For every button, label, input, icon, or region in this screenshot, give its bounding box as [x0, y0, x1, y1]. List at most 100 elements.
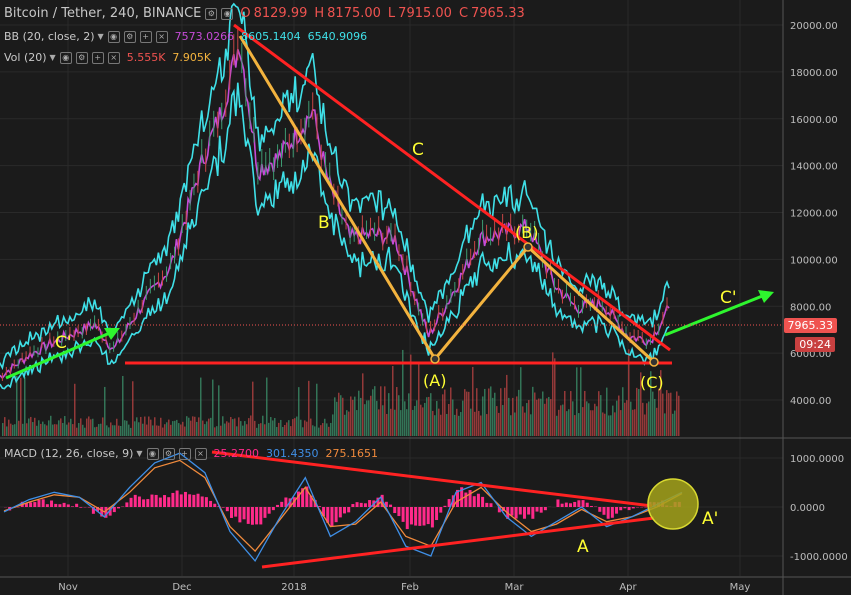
volume-bar [426, 397, 428, 436]
eye-icon[interactable]: ◉ [107, 30, 120, 43]
open-label: O [240, 6, 251, 21]
volume-bar [130, 427, 132, 436]
volume-bar [282, 426, 284, 436]
eye-icon[interactable]: ◉ [59, 51, 72, 64]
macd-hist-bar [476, 493, 480, 507]
chevron-down-icon[interactable]: ▼ [49, 53, 56, 62]
macd-hist-bar [213, 503, 217, 507]
volume-bar [460, 412, 462, 436]
hide-icon[interactable]: ◉ [221, 7, 234, 20]
eye-icon[interactable]: ◉ [146, 447, 159, 460]
settings-icon[interactable]: ⚙ [123, 30, 136, 43]
volume-bar [64, 416, 66, 436]
add-icon[interactable]: + [139, 30, 152, 43]
macd-hist-bar [104, 507, 108, 518]
macd-hist-bar [422, 507, 426, 526]
macd-hist-bar [54, 503, 58, 507]
volume-bar [580, 367, 582, 436]
high-value: 8175.00 [327, 6, 381, 21]
volume-bar [200, 377, 202, 436]
volume-bar [608, 415, 610, 436]
macd-hist-bar [598, 507, 602, 512]
macd-hist-bar [188, 494, 192, 507]
volume-bar [206, 421, 208, 436]
volume-bar [650, 371, 652, 436]
volume-bar [168, 419, 170, 436]
bb-upper-value: 8605.1404 [241, 30, 301, 43]
volume-bar [260, 423, 262, 436]
volume-bar [574, 415, 576, 436]
macd-hist-bar [497, 507, 501, 513]
volume-bar [190, 420, 192, 436]
volume-bar [62, 422, 64, 436]
volume-bar [256, 427, 258, 436]
add-icon[interactable]: + [178, 447, 191, 460]
macd-hist-bar [296, 491, 300, 507]
macd-hist-bar [129, 497, 133, 507]
volume-bar [268, 422, 270, 436]
volume-bar [380, 386, 382, 436]
macd-hist-bar [606, 507, 610, 519]
volume-bar [472, 366, 474, 436]
volume-bar [318, 427, 320, 436]
macd-hist-bar [443, 505, 447, 507]
volume-bar [56, 424, 58, 436]
volume-bar [172, 421, 174, 436]
volume-bar [262, 415, 264, 436]
volume-bar [46, 425, 48, 436]
volume-bar [612, 405, 614, 436]
chevron-down-icon[interactable]: ▼ [97, 32, 104, 41]
volume-bar [390, 408, 392, 436]
add-icon[interactable]: + [91, 51, 104, 64]
volume-bar [38, 420, 40, 436]
macd-hist-bar [271, 507, 275, 511]
volume-bar [118, 425, 120, 436]
volume-bar [640, 372, 642, 436]
volume-bar [668, 393, 670, 436]
volume-bar [226, 421, 228, 436]
macd-hist-bar [62, 502, 66, 507]
volume-bar [392, 365, 394, 436]
label-c-prime-right: C' [720, 288, 737, 308]
macd-hist-bar [259, 507, 263, 525]
volume-bar [316, 383, 318, 436]
macd-hist-bar [322, 507, 326, 517]
volume-bar [400, 410, 402, 436]
volume-bar [212, 379, 214, 436]
volume-bar [152, 425, 154, 436]
volume-bar [556, 415, 558, 436]
macd-hist-bar [163, 495, 167, 507]
close-icon[interactable]: × [107, 51, 120, 64]
macd-hist-bar [543, 507, 547, 511]
volume-bar [358, 390, 360, 436]
volume-bar [30, 416, 32, 436]
volume-bar [572, 401, 574, 436]
macd-hist-bar [150, 494, 154, 507]
volume-bar [648, 401, 650, 436]
volume-bar [240, 421, 242, 436]
volume-bar [378, 409, 380, 436]
volume-bar [576, 367, 578, 436]
settings-icon[interactable]: ⚙ [162, 447, 175, 460]
volume-bar [610, 415, 612, 436]
macd-hist-bar [117, 507, 120, 509]
volume-bar [416, 400, 418, 436]
volume-bar [292, 419, 294, 436]
volume-bar [506, 374, 508, 436]
macd-hist-bar [41, 499, 45, 507]
macd-hist-bar [464, 492, 468, 507]
close-icon[interactable]: × [155, 30, 168, 43]
macd-hist-bar [263, 507, 267, 518]
macd-hist-bar [435, 507, 439, 521]
close-icon[interactable]: × [194, 447, 207, 460]
volume-bar [570, 391, 572, 436]
volume-bar [602, 412, 604, 436]
volume-bar [104, 386, 106, 436]
volume-bar [528, 400, 530, 436]
chevron-down-icon[interactable]: ▼ [136, 449, 143, 458]
volume-bar [676, 391, 678, 436]
settings-icon[interactable]: ⚙ [205, 7, 218, 20]
settings-icon[interactable]: ⚙ [75, 51, 88, 64]
